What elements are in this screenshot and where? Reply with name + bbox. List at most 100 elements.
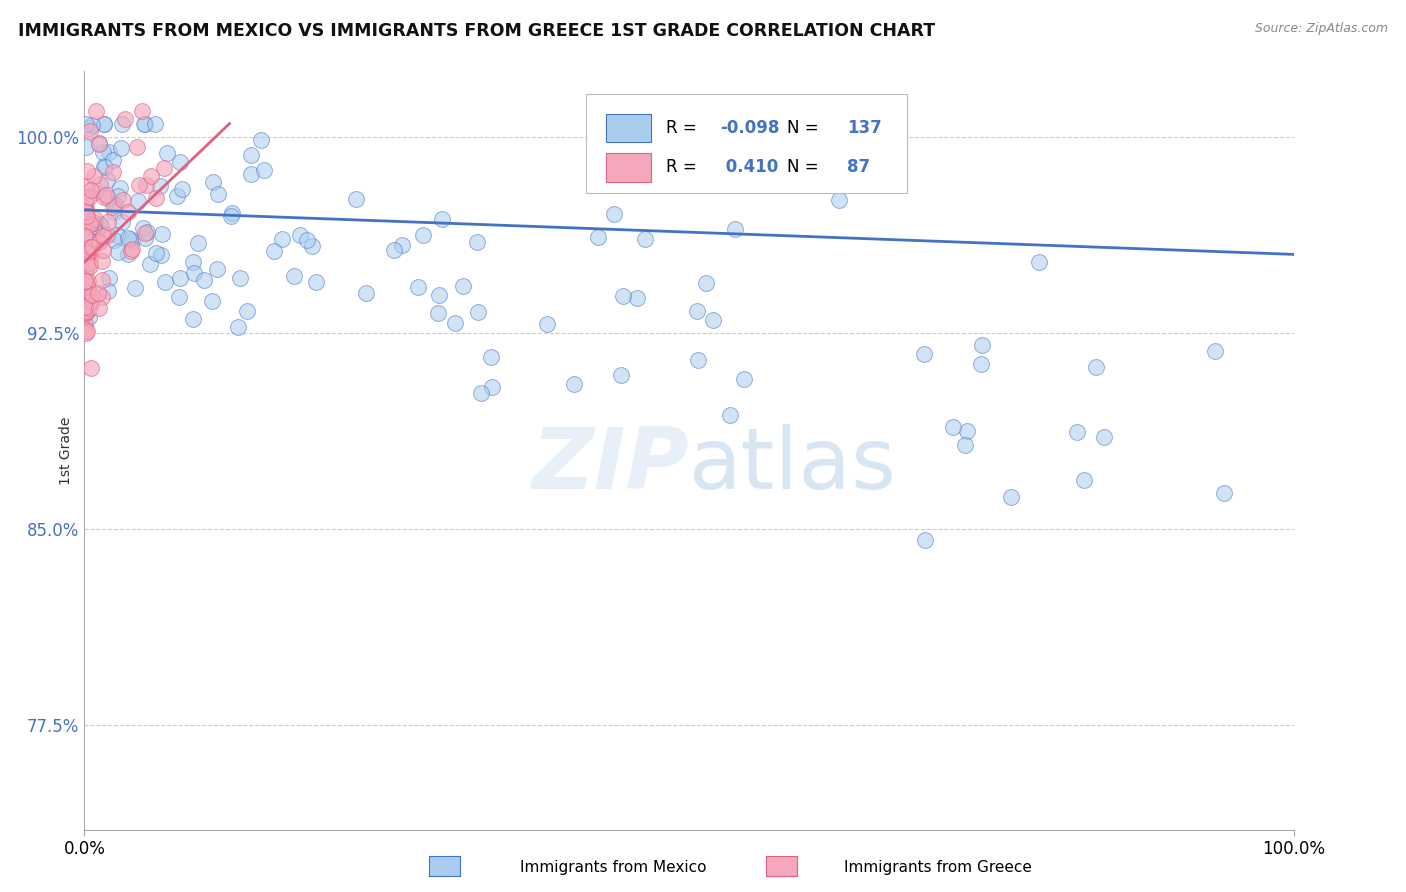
Point (114, 112, 136, 127)
Point (263, 244, 285, 258)
Point (132, 220, 155, 235)
Text: ZIP: ZIP (531, 424, 689, 508)
Point (73, 284, 96, 298)
Point (105, 228, 128, 243)
Point (118, 232, 141, 246)
Point (91, 253, 114, 268)
Point (201, 175, 224, 189)
Point (135, 178, 157, 192)
Point (295, 233, 318, 247)
Point (77, 310, 100, 324)
Point (111, 117, 134, 131)
Point (153, 276, 176, 290)
Point (80, 214, 103, 228)
Point (1092, 430, 1115, 444)
Point (562, 376, 585, 391)
Point (603, 207, 626, 221)
Point (76, 303, 98, 318)
Point (97, 284, 120, 298)
Point (426, 305, 449, 319)
Point (80, 217, 103, 231)
Point (724, 222, 747, 236)
Point (98, 145, 121, 160)
Point (942, 420, 965, 434)
Point (181, 255, 204, 269)
Point (169, 155, 191, 169)
Point (93, 190, 115, 204)
Point (75, 293, 97, 307)
Point (149, 178, 172, 193)
Point (465, 235, 488, 249)
Point (250, 133, 273, 147)
Point (91, 244, 114, 258)
Point (183, 312, 205, 326)
Point (127, 194, 149, 208)
Point (226, 319, 249, 334)
Point (76, 274, 98, 288)
Point (93, 117, 115, 131)
Point (76, 214, 98, 228)
Point (430, 212, 453, 227)
Point (75, 276, 97, 290)
Point (1204, 344, 1226, 359)
Point (87, 285, 110, 300)
Point (82, 219, 104, 233)
Text: Immigrants from Greece: Immigrants from Greece (844, 860, 1032, 874)
Point (207, 261, 229, 276)
Point (76, 252, 98, 267)
Point (79, 239, 101, 253)
Point (89, 136, 111, 151)
Point (253, 162, 276, 177)
Point (117, 205, 139, 219)
Point (79, 259, 101, 273)
Point (686, 353, 709, 368)
Point (150, 247, 173, 261)
Point (75, 305, 97, 319)
Point (193, 273, 215, 287)
Point (626, 291, 648, 305)
Text: 137: 137 (848, 119, 882, 136)
Point (80, 183, 103, 197)
Text: Immigrants from Mexico: Immigrants from Mexico (520, 860, 707, 874)
Point (73, 203, 96, 218)
Point (76, 163, 98, 178)
Y-axis label: 1st Grade: 1st Grade (59, 417, 73, 484)
Point (107, 245, 129, 260)
Point (73, 194, 96, 208)
Point (1085, 360, 1108, 375)
Point (170, 182, 193, 196)
Point (73, 284, 96, 298)
Point (76, 190, 98, 204)
Point (1073, 473, 1095, 487)
Point (125, 140, 148, 154)
Point (73, 272, 96, 286)
Point (956, 424, 979, 438)
Point (356, 286, 378, 301)
Point (77, 286, 100, 301)
Point (73, 200, 96, 214)
Point (695, 276, 717, 290)
Point (76, 244, 98, 259)
Point (87, 235, 110, 249)
Point (79, 217, 101, 231)
Point (104, 198, 127, 212)
Point (718, 408, 741, 422)
Text: N =: N = (787, 119, 818, 136)
Point (270, 232, 292, 246)
Point (93, 229, 115, 244)
Point (75, 326, 97, 340)
Point (169, 290, 191, 304)
Point (77, 256, 100, 270)
Point (91, 290, 114, 304)
Text: atlas: atlas (689, 424, 897, 508)
Point (75, 178, 97, 193)
Text: 87: 87 (848, 159, 870, 177)
Point (103, 165, 125, 179)
Point (467, 305, 489, 319)
Point (107, 189, 129, 203)
Point (229, 270, 252, 285)
Point (89, 301, 111, 315)
Point (117, 246, 139, 260)
Point (77, 121, 100, 136)
Point (972, 338, 994, 352)
